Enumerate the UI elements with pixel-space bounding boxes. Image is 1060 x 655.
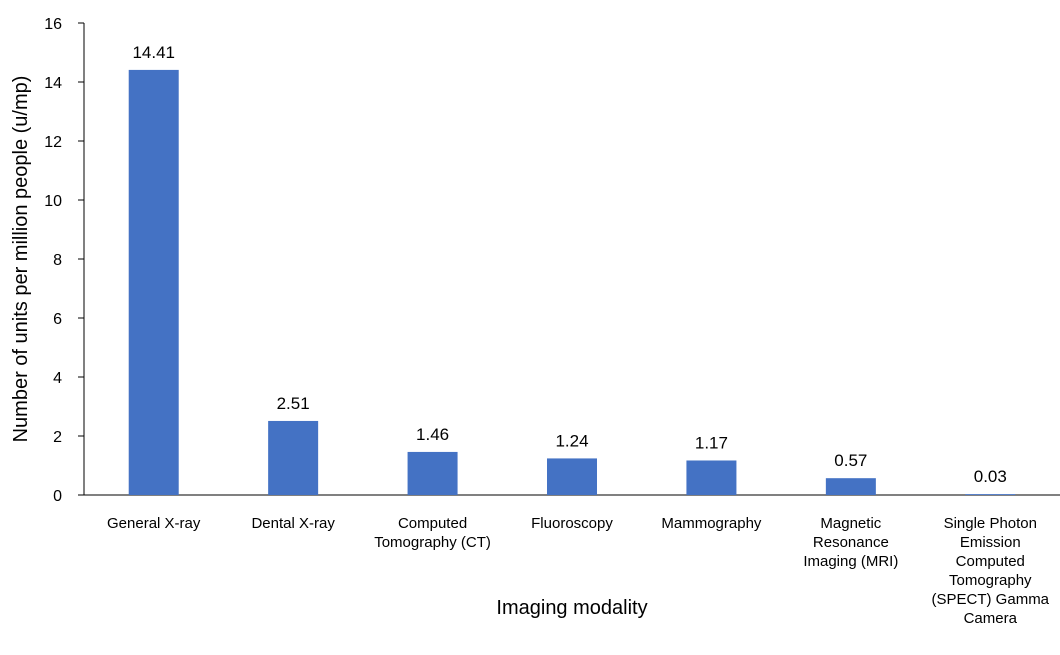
y-tick-label: 0 [53,488,62,505]
y-tick-label: 8 [53,252,62,269]
y-tick-label: 14 [44,75,62,92]
data-label: 1.24 [555,431,588,450]
bar [965,494,1016,495]
y-axis-title: Number of units per million people (u/mp… [10,76,32,443]
data-labels-group: 14.41 2.51 1.46 1.24 1.17 0.57 0.03 [132,43,1006,486]
y-tick-label: 10 [44,193,62,210]
data-label: 2.51 [277,394,310,413]
data-label: 0.03 [974,467,1007,486]
category-label: Single Photon Emission Computed Tomography(… [932,515,1050,627]
data-label: 1.17 [695,433,728,452]
bar [547,458,597,495]
bar [686,460,737,495]
x-axis-title: Imaging modality [496,597,647,619]
y-tick-label: 12 [44,134,62,151]
category-label: General X-ray [107,515,201,532]
category-label: Computed Tomography (CT) [374,515,491,551]
y-tick-label: 2 [53,429,62,446]
category-label: Dental X-ray [251,515,335,532]
bars-group [128,69,1016,495]
bar [825,478,876,495]
data-label: 0.57 [834,451,867,470]
y-axis: 0 2 4 6 8 10 12 14 16 [44,16,85,505]
y-tick-label: 16 [44,16,62,33]
bar [407,451,458,495]
category-labels-group: General X-ray Dental X-ray Computed Tomogra… [107,515,1050,627]
y-tick-label: 6 [53,311,62,328]
data-label: 1.46 [416,425,449,444]
bar [268,420,319,495]
y-tick-label: 4 [53,370,62,387]
category-label: Mammography [661,515,762,532]
category-label: Fluoroscopy [531,515,613,532]
data-label: 14.41 [132,43,175,62]
category-label: Magnetic Resonance Imaging (MRI) [803,515,898,570]
bar [128,69,179,495]
